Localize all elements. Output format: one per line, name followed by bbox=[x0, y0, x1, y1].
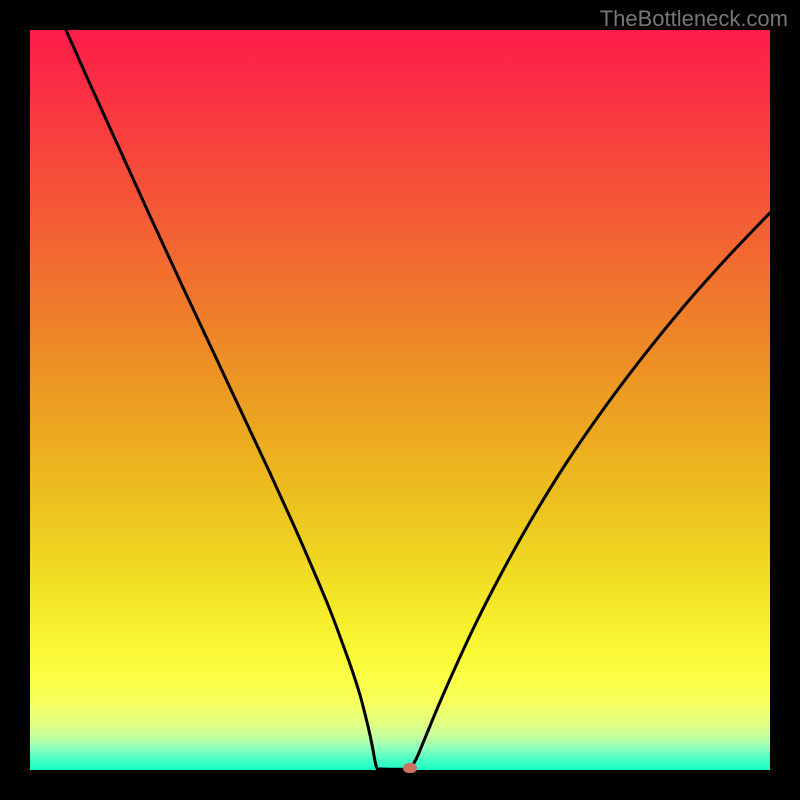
optimum-marker bbox=[403, 763, 417, 773]
watermark-text: TheBottleneck.com bbox=[600, 6, 788, 32]
bottleneck-curve bbox=[30, 30, 770, 770]
plot-area bbox=[30, 30, 770, 770]
